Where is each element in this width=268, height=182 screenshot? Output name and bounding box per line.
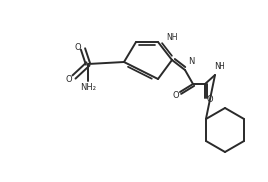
Text: NH₂: NH₂ (80, 82, 96, 92)
Text: O: O (207, 94, 213, 104)
Text: H: H (218, 62, 224, 71)
Text: O: O (75, 43, 81, 52)
Text: O: O (173, 90, 179, 100)
Text: N: N (214, 62, 220, 71)
Text: NH: NH (166, 33, 177, 41)
Text: N: N (188, 57, 194, 66)
Text: O: O (66, 74, 72, 84)
